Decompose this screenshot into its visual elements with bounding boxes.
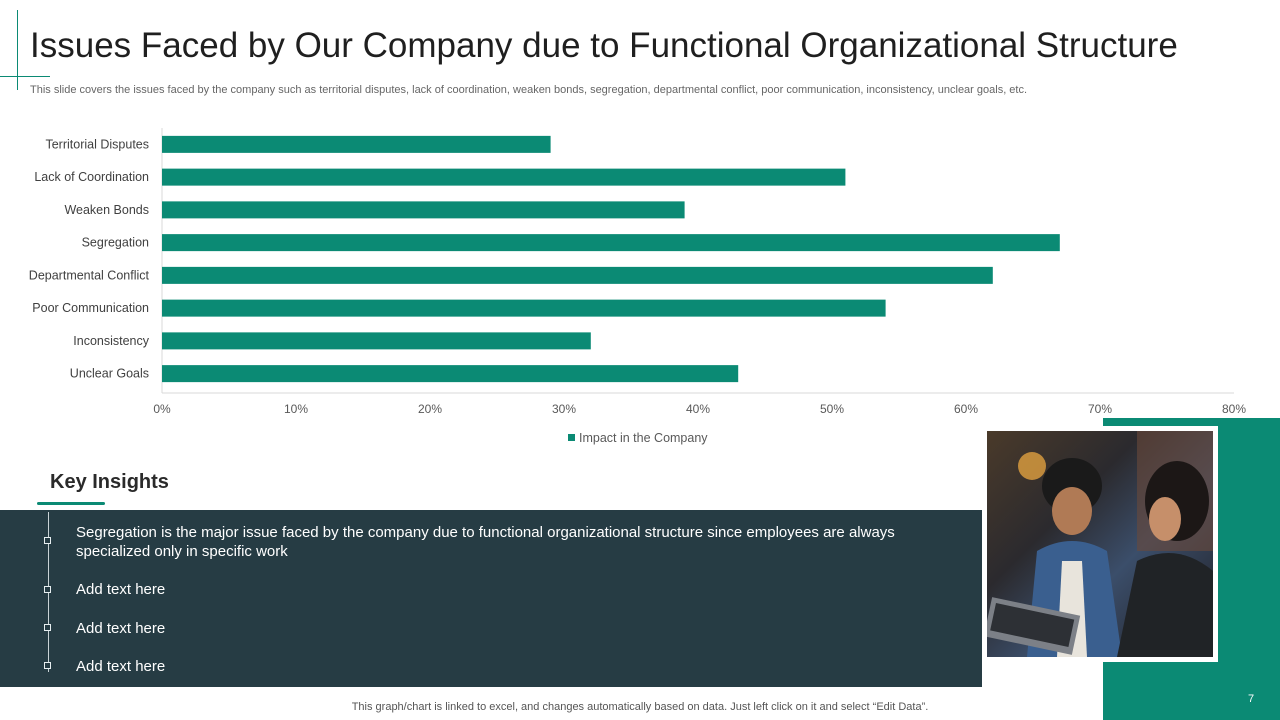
category-label: Segregation [82, 236, 149, 250]
x-tick-label: 0% [153, 402, 171, 416]
page-number: 7 [1248, 693, 1255, 705]
bar-segregation[interactable] [162, 234, 1060, 252]
insight-item-3: Add text here [76, 620, 166, 637]
bar-lack-of-coordination[interactable] [162, 168, 846, 186]
slide-title: Issues Faced by Our Company due to Funct… [30, 26, 1178, 65]
x-tick-label: 10% [284, 402, 308, 416]
category-label: Lack of Coordination [34, 170, 149, 184]
category-label: Departmental Conflict [29, 268, 150, 282]
bullet-icon [44, 586, 51, 593]
photo-two-women-laptop-icon [987, 431, 1213, 657]
category-label: Territorial Disputes [45, 137, 149, 151]
photo-illustration [987, 431, 1213, 657]
impact-bar-chart[interactable]: Territorial Disputes Lack of Coordination… [0, 118, 1280, 448]
x-tick-label: 20% [418, 402, 442, 416]
corner-accent-vertical [17, 10, 18, 90]
slide-subtitle: This slide covers the issues faced by th… [30, 84, 1028, 96]
category-label: Poor Communication [32, 301, 149, 315]
key-insights-underline [37, 502, 105, 505]
category-label: Unclear Goals [70, 367, 149, 381]
x-tick-label: 50% [820, 402, 844, 416]
x-tick-label: 30% [552, 402, 576, 416]
x-tick-label: 60% [954, 402, 978, 416]
footer-note: This graph/chart is linked to excel, and… [351, 701, 929, 713]
insight-item-1: Segregation is the major issue faced by … [76, 524, 895, 560]
category-label: Weaken Bonds [64, 203, 149, 217]
bullet-icon [44, 537, 51, 544]
corner-accent-horizontal [0, 76, 50, 77]
insight-item-2: Add text here [76, 581, 166, 598]
bullet-icon [44, 624, 51, 631]
photo-frame [982, 426, 1218, 662]
insights-panel [0, 510, 982, 687]
bar-poor-communication[interactable] [162, 299, 886, 317]
bar-inconsistency[interactable] [162, 332, 591, 350]
bar-unclear-goals[interactable] [162, 365, 739, 383]
x-tick-label: 80% [1222, 402, 1246, 416]
bar-departmental-conflict[interactable] [162, 266, 993, 284]
x-tick-label: 70% [1088, 402, 1112, 416]
key-insights-heading: Key Insights [50, 471, 169, 493]
bullet-icon [44, 662, 51, 669]
x-tick-label: 40% [686, 402, 710, 416]
category-label: Inconsistency [73, 334, 149, 348]
legend-label: Impact in the Company [579, 431, 708, 445]
bar-territorial-disputes[interactable] [162, 135, 551, 153]
legend-swatch [568, 434, 575, 441]
bar-weaken-bonds[interactable] [162, 201, 685, 219]
insight-item-4: Add text here [76, 658, 166, 675]
